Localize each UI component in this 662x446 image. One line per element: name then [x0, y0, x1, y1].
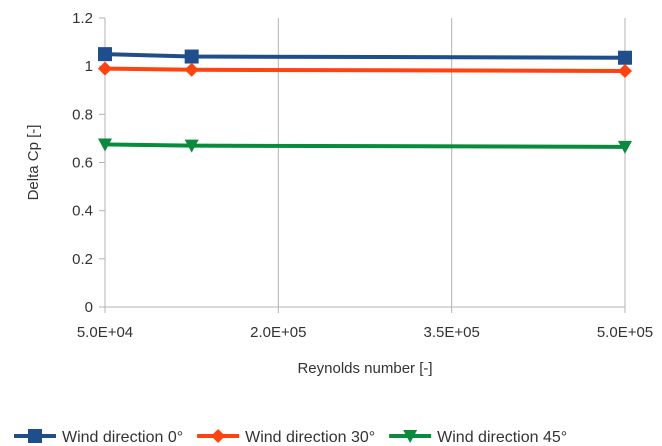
y-tick-label: 0.8	[72, 106, 93, 123]
x-tick-label: 5.0E+04	[77, 324, 133, 341]
series-line	[104, 142, 626, 149]
x-axis-title: Reynolds number [-]	[297, 360, 432, 377]
data-point	[184, 62, 199, 77]
tick-labels: 0 0.2 0.4 0.6 0.8 1 1.2 5.0E+04 2.0E+05 3.5E+05 5.…	[72, 10, 653, 341]
y-tick-label: 0.2	[72, 251, 93, 268]
y-tick-label: 0.4	[72, 203, 93, 220]
y-axis-title: Delta Cp [-]	[25, 125, 42, 201]
x-tick-label: 3.5E+05	[424, 324, 480, 341]
data-point	[98, 61, 112, 76]
data-point	[618, 50, 632, 65]
legend-label: Wind direction 30°	[245, 429, 375, 446]
y-tick-label: 0	[85, 299, 93, 316]
y-tick-label: 1.2	[72, 10, 93, 27]
legend-label: Wind direction 0°	[62, 429, 183, 446]
series-group	[98, 47, 632, 154]
legend: Wind direction 0° Wind direction 30° Wind …	[14, 429, 567, 446]
data-point	[184, 139, 199, 153]
y-tick-label: 1	[85, 58, 93, 75]
y-tick-label: 0.6	[72, 155, 93, 172]
series-line	[104, 66, 626, 73]
legend-marker	[403, 430, 418, 443]
data-point	[618, 63, 632, 78]
axes	[99, 17, 625, 308]
x-tick-label: 5.0E+05	[597, 324, 653, 341]
legend-marker	[211, 429, 226, 443]
series-line	[104, 52, 626, 60]
legend-marker	[28, 429, 42, 443]
grid-lines	[104, 18, 626, 313]
x-tick-label: 2.0E+05	[250, 324, 306, 341]
legend-label: Wind direction 45°	[437, 429, 567, 446]
data-point	[98, 138, 112, 152]
data-point	[618, 140, 632, 154]
data-point	[184, 49, 199, 64]
data-point	[98, 47, 112, 62]
